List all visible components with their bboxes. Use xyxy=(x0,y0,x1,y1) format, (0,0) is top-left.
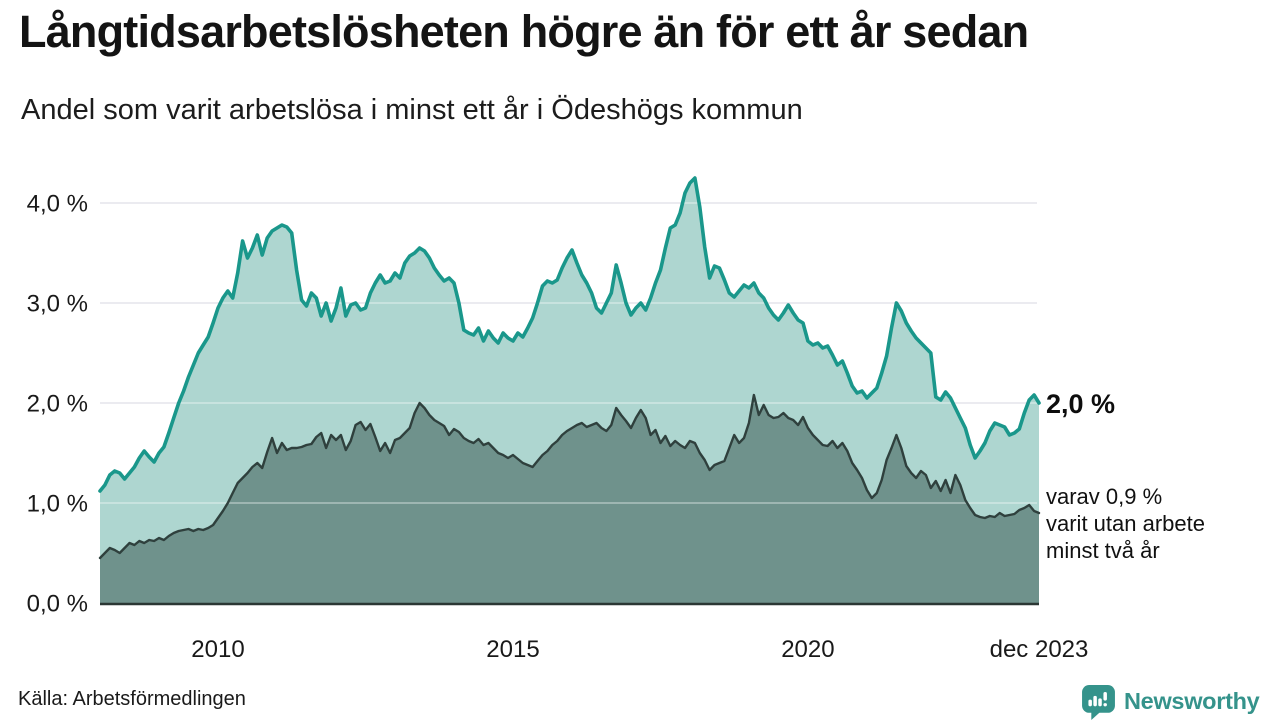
y-axis-label: 1,0 % xyxy=(27,491,88,518)
y-axis-label: 2,0 % xyxy=(27,391,88,418)
source-label: Källa: Arbetsförmedlingen xyxy=(18,688,246,710)
series-min2yr-area xyxy=(100,395,1039,603)
y-axis-label: 3,0 % xyxy=(27,291,88,318)
newsworthy-wordmark: Newsworthy xyxy=(1124,687,1260,714)
x-axis-label: 2010 xyxy=(191,636,244,663)
chart-subtitle: Andel som varit arbetslösa i minst ett å… xyxy=(21,94,803,126)
chart-title: Långtidsarbetslösheten högre än för ett … xyxy=(19,6,1029,57)
latest-value-label: 2,0 % xyxy=(1046,389,1116,419)
x-axis-label: 2015 xyxy=(486,636,539,663)
y-axis-label: 0,0 % xyxy=(27,591,88,618)
x-axis-labels: 2010 2015 2020 dec 2023 xyxy=(191,636,1088,663)
y-axis-labels: 0,0 % 1,0 % 2,0 % 3,0 % 4,0 % xyxy=(27,191,88,618)
newsworthy-logo: Newsworthy xyxy=(1080,682,1260,720)
newsworthy-icon xyxy=(1082,684,1115,720)
x-axis-label: 2020 xyxy=(781,636,834,663)
series-min1yr-line xyxy=(98,176,1041,493)
gridlines-overlay xyxy=(100,202,1037,504)
series-min2yr-line xyxy=(98,393,1041,560)
two-year-note: varav 0,9 % varit utan arbete minst två … xyxy=(1046,484,1205,563)
y-axis-label: 4,0 % xyxy=(27,191,88,218)
x-axis-label: dec 2023 xyxy=(990,636,1089,663)
